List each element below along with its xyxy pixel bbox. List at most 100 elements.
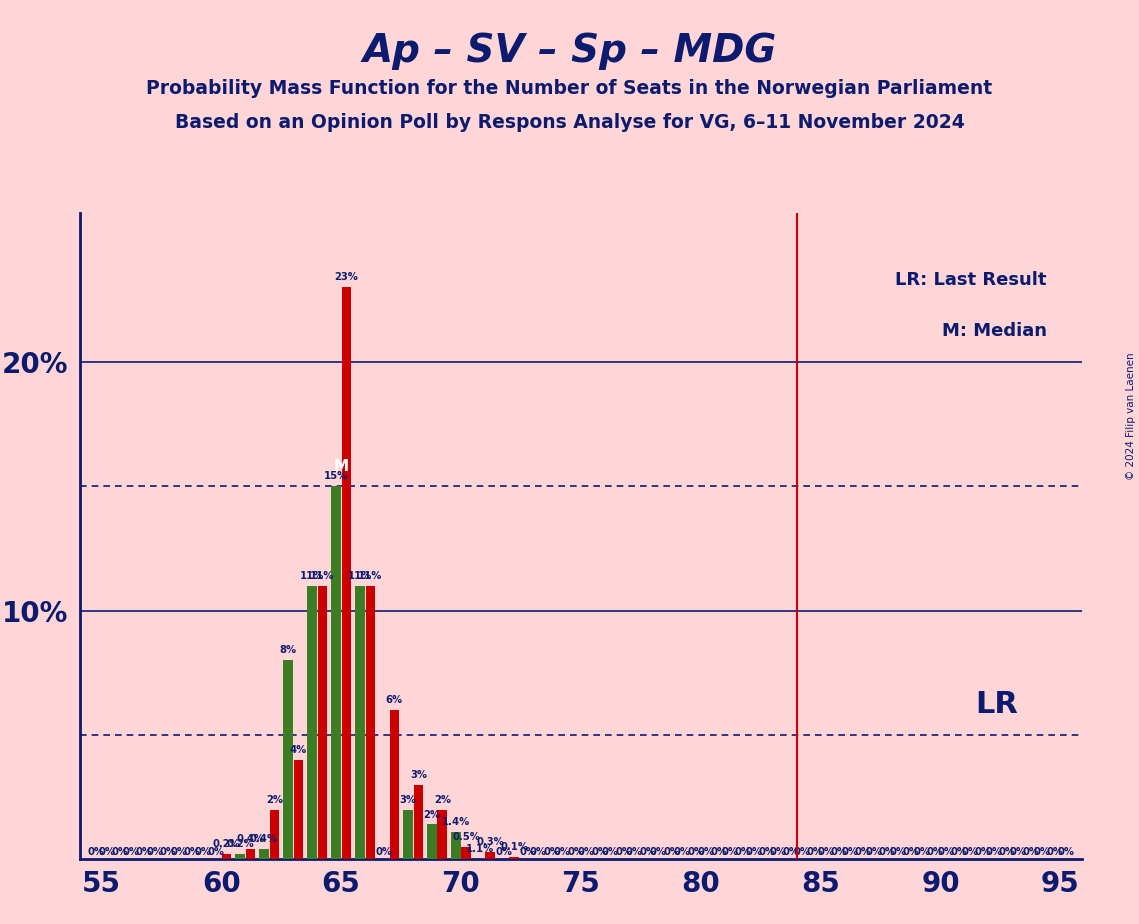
- Bar: [451, 832, 460, 859]
- Text: 0%: 0%: [577, 846, 595, 857]
- Text: 11%: 11%: [358, 571, 383, 580]
- Text: 11%: 11%: [300, 571, 323, 580]
- Text: 0%: 0%: [112, 846, 129, 857]
- Text: 0%: 0%: [721, 846, 738, 857]
- Text: 0%: 0%: [1009, 846, 1026, 857]
- Text: 0%: 0%: [890, 846, 907, 857]
- Text: 0%: 0%: [625, 846, 642, 857]
- Text: 0.1%: 0.1%: [500, 842, 528, 852]
- Text: 0%: 0%: [1023, 846, 1040, 857]
- Bar: [485, 852, 495, 859]
- Text: 0%: 0%: [1057, 846, 1074, 857]
- Text: 0%: 0%: [88, 846, 105, 857]
- Text: 0%: 0%: [830, 846, 847, 857]
- Text: Probability Mass Function for the Number of Seats in the Norwegian Parliament: Probability Mass Function for the Number…: [147, 79, 992, 98]
- Bar: [366, 586, 375, 859]
- Text: 23%: 23%: [335, 273, 359, 282]
- Text: 0%: 0%: [913, 846, 931, 857]
- Text: 0.2%: 0.2%: [226, 839, 254, 849]
- Text: 1.1%: 1.1%: [466, 845, 494, 855]
- Text: 3%: 3%: [400, 795, 416, 805]
- Text: 0%: 0%: [639, 846, 656, 857]
- Text: 0%: 0%: [697, 846, 714, 857]
- Text: 0%: 0%: [649, 846, 666, 857]
- Text: 0%: 0%: [601, 846, 618, 857]
- Text: 0%: 0%: [711, 846, 728, 857]
- Text: 6%: 6%: [386, 695, 403, 705]
- Text: LR: Last Result: LR: Last Result: [895, 271, 1047, 288]
- Text: 0%: 0%: [1047, 846, 1064, 857]
- Bar: [259, 849, 269, 859]
- Bar: [437, 809, 448, 859]
- Text: 11%: 11%: [347, 571, 372, 580]
- Text: 0%: 0%: [98, 846, 115, 857]
- Text: 0%: 0%: [855, 846, 871, 857]
- Text: 0%: 0%: [735, 846, 752, 857]
- Text: LR: LR: [975, 689, 1018, 719]
- Text: 1.4%: 1.4%: [442, 817, 470, 827]
- Text: 0%: 0%: [567, 846, 584, 857]
- Text: 0.2%: 0.2%: [213, 839, 240, 849]
- Text: 0%: 0%: [170, 846, 187, 857]
- Text: 0%: 0%: [759, 846, 776, 857]
- Text: 0%: 0%: [543, 846, 560, 857]
- Text: 3%: 3%: [410, 770, 427, 780]
- Text: 0%: 0%: [999, 846, 1016, 857]
- Text: 0.4%: 0.4%: [249, 834, 278, 845]
- Text: 0%: 0%: [927, 846, 944, 857]
- Bar: [355, 586, 364, 859]
- Text: 0%: 0%: [663, 846, 680, 857]
- Text: 0%: 0%: [375, 846, 392, 857]
- Text: 0%: 0%: [975, 846, 992, 857]
- Text: 0%: 0%: [806, 846, 823, 857]
- Text: 0%: 0%: [903, 846, 920, 857]
- Text: Based on an Opinion Poll by Respons Analyse for VG, 6–11 November 2024: Based on an Opinion Poll by Respons Anal…: [174, 113, 965, 132]
- Bar: [294, 760, 303, 859]
- Text: 0%: 0%: [937, 846, 954, 857]
- Text: 0%: 0%: [207, 846, 224, 857]
- Bar: [331, 486, 341, 859]
- Text: 0%: 0%: [687, 846, 704, 857]
- Text: 0%: 0%: [818, 846, 835, 857]
- Text: 0.4%: 0.4%: [237, 834, 264, 845]
- Text: M: M: [334, 458, 349, 474]
- Bar: [270, 809, 279, 859]
- Text: 11%: 11%: [310, 571, 335, 580]
- Bar: [413, 784, 423, 859]
- Text: 0%: 0%: [495, 846, 513, 857]
- Bar: [246, 849, 255, 859]
- Text: Ap – SV – Sp – MDG: Ap – SV – Sp – MDG: [362, 32, 777, 70]
- Bar: [342, 287, 351, 859]
- Text: 0%: 0%: [530, 846, 547, 857]
- Bar: [235, 855, 245, 859]
- Text: 0%: 0%: [615, 846, 632, 857]
- Text: 0%: 0%: [519, 846, 536, 857]
- Text: 2%: 2%: [424, 809, 441, 820]
- Text: 0%: 0%: [554, 846, 571, 857]
- Text: 0%: 0%: [842, 846, 859, 857]
- Text: 0%: 0%: [183, 846, 200, 857]
- Text: 0.5%: 0.5%: [452, 832, 481, 842]
- Bar: [308, 586, 317, 859]
- Text: 15%: 15%: [323, 471, 347, 481]
- Bar: [318, 586, 327, 859]
- Text: 0%: 0%: [194, 846, 211, 857]
- Text: 0%: 0%: [866, 846, 883, 857]
- Text: 0%: 0%: [673, 846, 690, 857]
- Text: 0%: 0%: [122, 846, 139, 857]
- Text: M: Median: M: Median: [942, 322, 1047, 340]
- Bar: [461, 847, 472, 859]
- Text: 0%: 0%: [770, 846, 787, 857]
- Text: 4%: 4%: [289, 745, 308, 755]
- Text: 0%: 0%: [985, 846, 1002, 857]
- Text: 2%: 2%: [434, 795, 451, 805]
- Text: 8%: 8%: [279, 645, 296, 655]
- Text: 0%: 0%: [1033, 846, 1050, 857]
- Bar: [509, 857, 519, 859]
- Text: 0%: 0%: [961, 846, 978, 857]
- Text: 0%: 0%: [159, 846, 177, 857]
- Text: 2%: 2%: [265, 795, 282, 805]
- Bar: [284, 661, 293, 859]
- Bar: [222, 855, 231, 859]
- Text: 0%: 0%: [951, 846, 968, 857]
